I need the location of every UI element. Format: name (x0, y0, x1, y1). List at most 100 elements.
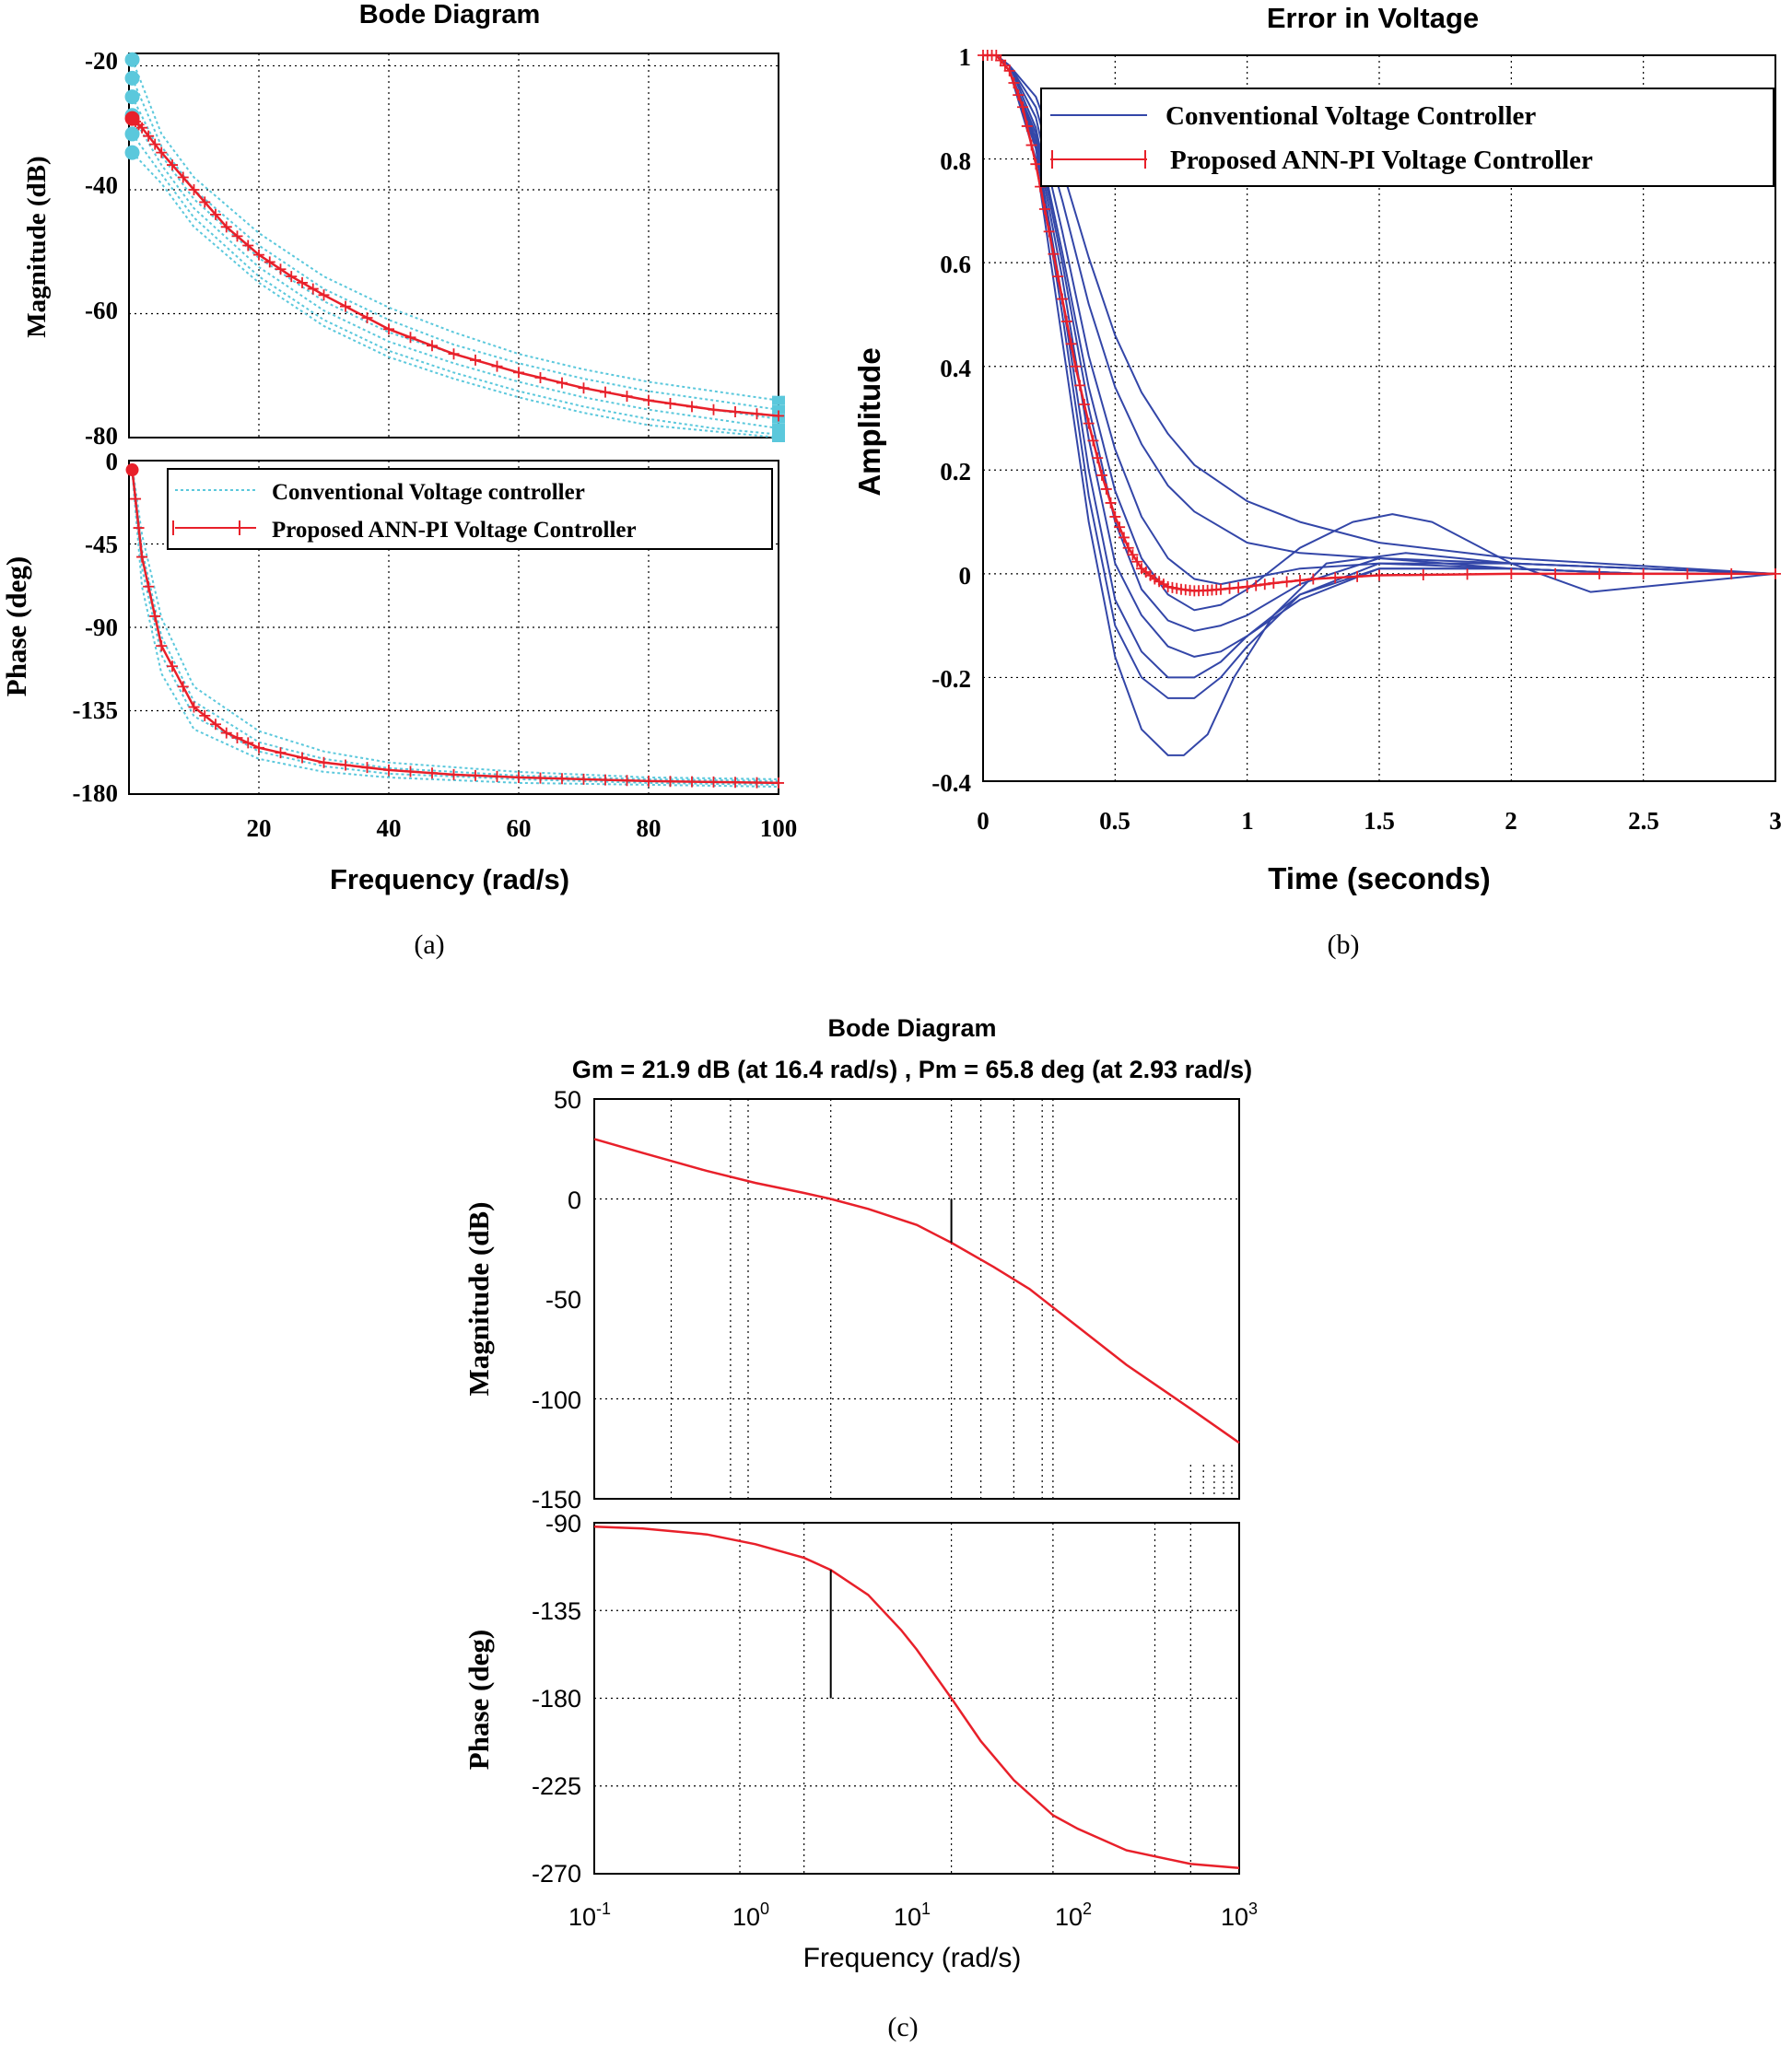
proposed-phase-marker (730, 777, 741, 789)
panel-a-title: Bode Diagram (359, 0, 541, 29)
panel-b-xtick: 0 (977, 807, 990, 835)
proposed-phase-marker (297, 752, 308, 764)
panel-c-xtick: 100 (732, 1900, 769, 1931)
proposed-error-marker (1550, 567, 1562, 579)
panel-c-caption: (c) (887, 2012, 918, 2042)
panel-b-ytick: 0.4 (940, 355, 971, 382)
proposed-error-marker (1065, 338, 1077, 350)
panel-b-xtick: 1.5 (1364, 807, 1395, 835)
panel-a-legend: Conventional Voltage controller Proposed… (167, 468, 773, 550)
proposed-magnitude-marker (297, 276, 308, 288)
proposed-error-marker (1096, 469, 1107, 481)
proposed-error-marker (1017, 101, 1028, 113)
proposed-error-marker (1074, 380, 1086, 392)
proposed-error-marker (1281, 576, 1293, 588)
conventional-magnitude-line (131, 77, 779, 411)
proposed-phase-marker (242, 737, 254, 749)
panel-c-xtick: 103 (1221, 1900, 1258, 1931)
conventional-magnitude-marker (124, 89, 140, 105)
proposed-error-marker (1726, 567, 1738, 579)
panel-b-xtick: 0.5 (1099, 807, 1130, 835)
panel-a-mag-ytick: -80 (85, 422, 118, 450)
panel-c-phase-ytick: -225 (532, 1772, 581, 1800)
panel-c-mag-ytick: 50 (554, 1086, 581, 1114)
proposed-error-marker (1131, 555, 1143, 567)
conventional-phase-line (131, 465, 779, 780)
proposed-error-marker (1593, 567, 1605, 579)
panel-c-subtitle: Gm = 21.9 dB (at 16.4 rad/s) , Pm = 65.8… (572, 1056, 1252, 1083)
panel-c-phase-ytick: -270 (532, 1860, 581, 1888)
proposed-phase-marker (491, 770, 503, 782)
conventional-magnitude-marker (772, 423, 785, 433)
proposed-phase-marker (130, 493, 142, 505)
panel-a-phase-ytick: -180 (73, 779, 119, 807)
proposed-error-marker (1233, 581, 1245, 593)
panel-a-phase-ytick: -45 (85, 531, 118, 558)
proposed-magnitude-marker (578, 382, 590, 394)
proposed-magnitude-marker (136, 122, 148, 134)
proposed-magnitude-marker (470, 354, 481, 366)
proposed-magnitude-marker (275, 263, 287, 275)
proposed-error-marker (1268, 577, 1280, 589)
panel-b-xtick: 3 (1769, 807, 1782, 835)
panel-a-mag-ylabel: Magnitude (dB) (22, 156, 52, 337)
proposed-phase-marker (578, 773, 590, 785)
open-loop-magnitude-line (593, 1138, 1240, 1444)
panel-b-ytick: 0.6 (940, 251, 971, 278)
conventional-magnitude-line (131, 114, 779, 429)
proposed-error-marker (1122, 542, 1134, 554)
proposed-error-marker (1259, 579, 1271, 590)
panel-b-ytick: 0 (959, 562, 972, 590)
proposed-phase-marker (621, 775, 633, 787)
proposed-magnitude-marker (210, 208, 221, 220)
panel-a-xtick: 100 (760, 814, 798, 842)
panel-b-ylabel: Amplitude (852, 347, 886, 496)
panel-c-phase-ylabel: Phase (deg) (463, 1630, 495, 1770)
proposed-phase-marker (708, 776, 720, 788)
conventional-error-line (983, 54, 1775, 632)
proposed-error-marker (1118, 532, 1130, 544)
panel-a-magnitude-axes (128, 53, 779, 438)
proposed-magnitude-marker (534, 371, 546, 383)
conventional-magnitude-marker (772, 404, 785, 415)
panel-c-mag-ylabel: Magnitude (dB) (463, 1202, 495, 1397)
proposed-error-marker (1060, 315, 1072, 327)
panel-c-mag-ytick: -150 (532, 1486, 581, 1514)
panel-b-ytick: -0.2 (931, 665, 971, 693)
proposed-error-marker (1013, 89, 1025, 101)
proposed-error-marker (1008, 77, 1020, 89)
legend-label-conventional: Conventional Voltage controller (272, 480, 585, 505)
proposed-error-marker (1241, 580, 1253, 592)
proposed-magnitude-marker (220, 221, 232, 233)
proposed-phase-marker (167, 661, 178, 672)
proposed-phase-marker (773, 777, 784, 789)
proposed-error-marker (1021, 120, 1033, 132)
proposed-magnitude-marker (448, 348, 460, 360)
proposed-magnitude-marker (156, 146, 168, 158)
proposed-magnitude-marker (264, 256, 275, 268)
proposed-phase-marker (556, 773, 568, 785)
proposed-error-marker (1770, 567, 1781, 579)
panel-a-phase-ytick: 0 (106, 448, 119, 475)
legend-label-conventional: Conventional Voltage Controller (1165, 101, 1536, 131)
panel-b-xtick: 1 (1241, 807, 1254, 835)
proposed-error-marker (1105, 497, 1117, 509)
proposed-magnitude-marker (286, 271, 298, 283)
proposed-error-marker (1003, 64, 1015, 76)
proposed-phase-marker (513, 771, 524, 783)
panel-b-legend: Conventional Voltage Controller Proposed… (1040, 88, 1774, 187)
proposed-magnitude-marker (231, 230, 243, 242)
proposed-magnitude-marker (318, 289, 330, 301)
panel-c-mag-ytick: -100 (532, 1386, 581, 1414)
panel-c-xlabel: Frequency (rad/s) (803, 1943, 1022, 1973)
open-loop-phase-line (593, 1525, 1240, 1869)
proposed-error-marker (1043, 226, 1055, 238)
proposed-magnitude-marker (307, 283, 319, 295)
proposed-phase-marker (340, 759, 351, 771)
proposed-phase-marker (177, 681, 189, 693)
proposed-error-marker (1052, 271, 1064, 283)
proposed-magnitude-marker (621, 391, 633, 403)
proposed-phase-marker (686, 776, 697, 788)
proposed-magnitude-marker (149, 138, 161, 150)
conventional-magnitude-line (131, 59, 779, 402)
